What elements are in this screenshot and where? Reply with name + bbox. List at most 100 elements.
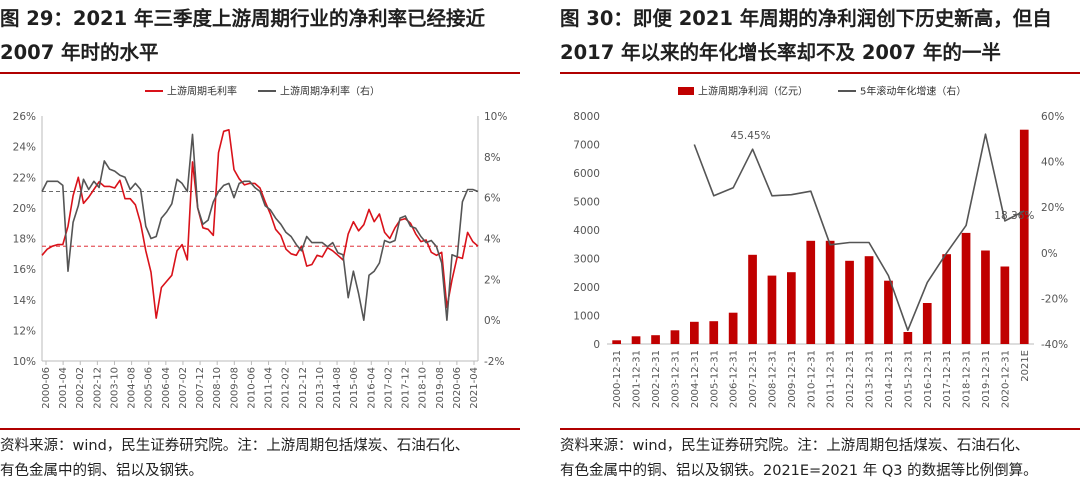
profit-bar (612, 340, 621, 344)
x-tick-label: 2014-08 (332, 367, 343, 409)
left-y-tick-label: 8000 (573, 111, 600, 123)
right-y-tick-label: -20% (1041, 293, 1068, 305)
figure-29-chart: 10% 12% 14% 16% 18% 20% 22% 24% 26% -2% 0% 2% 4% 6% 8%… (13, 85, 508, 409)
x-tick-label: 2013-10 (315, 367, 326, 409)
legend-net-label: 上游周期净利率（右） (280, 85, 380, 98)
left-y-tick-label: 0 (593, 339, 600, 351)
x-tick-label: 2006-04 (161, 367, 172, 409)
x-tick-label: 2003-12-31 (670, 350, 681, 408)
profit-bar (709, 321, 719, 344)
figure-29-note-line2: 有色金属中的铜、铝以及钢铁。 (0, 463, 203, 479)
x-tick-label: 2005-12-31 (709, 350, 720, 408)
left-y-tick-label: 20% (13, 203, 36, 215)
legend-profit-label: 上游周期净利润（亿元） (698, 85, 808, 98)
x-tick-label: 2001-12-31 (632, 350, 643, 408)
left-y-tick-label: 1000 (573, 311, 600, 323)
x-tick-label: 2018-10 (418, 367, 429, 409)
profit-bar (845, 260, 854, 344)
left-y-tick-label: 14% (13, 295, 36, 307)
figure-29-note-line1: 资料来源：wind，民生证券研究院。注：上游周期包括煤炭、石油石化、 (0, 438, 470, 454)
x-tick-label: 2021E (1020, 350, 1031, 382)
left-y-tick-label: 16% (13, 264, 36, 276)
left-y-tick-label: 6000 (573, 168, 600, 180)
x-tick-label: 2021-04 (469, 367, 480, 409)
x-tick-label: 2003-10 (109, 367, 120, 409)
x-tick-label: 2000-12-31 (612, 350, 623, 408)
growth-rate-line (693, 133, 1025, 332)
profit-bar (981, 250, 990, 344)
gross-margin-line (41, 128, 479, 319)
figure-30-note-line1: 资料来源：wind，民生证券研究院。注：上游周期包括煤炭、石油石化、 (560, 438, 1030, 454)
x-tick-label: 2008-10 (212, 367, 223, 409)
right-y-tick-label: 8% (484, 152, 501, 164)
x-tick-label: 2017-02 (383, 367, 394, 409)
x-tick-label: 2019-12-31 (981, 350, 992, 408)
profit-bar (748, 254, 757, 344)
profit-bar (690, 321, 699, 344)
left-y-tick-label: 7000 (573, 140, 600, 152)
left-y-tick-label: 22% (13, 172, 36, 184)
annotation-2021e: 18.36% (994, 210, 1034, 222)
x-tick-label: 2002-02 (75, 367, 86, 409)
right-y-tick-label: -40% (1041, 339, 1068, 351)
right-y-tick-label: 60% (1041, 111, 1064, 123)
x-tick-label: 2010-12-31 (806, 350, 817, 408)
annotation-2007: 45.45% (731, 130, 771, 142)
left-y-tick-label: 3000 (573, 254, 600, 266)
right-y-tick-label: 10% (484, 111, 507, 123)
legend-growth-label: 5年滚动年化增速（右） (860, 85, 966, 98)
x-tick-label: 2020-12-31 (1000, 350, 1011, 408)
profit-bar (825, 240, 835, 344)
x-tick-label: 2016-04 (366, 367, 377, 409)
legend-gross-label: 上游周期毛利率 (167, 85, 237, 98)
x-tick-label: 2001-04 (58, 367, 69, 409)
figure-29-title-line1: 图 29：2021 年三季度上游周期行业的净利率已经接近 (0, 7, 485, 30)
right-y-tick-label: 2% (484, 274, 501, 286)
profit-bar (864, 256, 874, 344)
x-tick-label: 2012-02 (281, 367, 292, 409)
left-y-tick-label: 18% (13, 234, 36, 246)
figure-30-chart: 0 1000 2000 3000 4000 5000 6000 7000 8000 -40% -20… (573, 85, 1068, 409)
figure-29-title: 图 29：2021 年三季度上游周期行业的净利率已经接近 2007 年时的水平 (0, 2, 520, 70)
left-y-tick-label: 5000 (573, 197, 600, 209)
profit-bar (651, 335, 660, 344)
figure-29-bottom-rule (0, 428, 520, 430)
figure-30-note-line2: 有色金属中的铜、铝以及钢铁。2021E=2021 年 Q3 的数据等比例倒算。 (560, 463, 1038, 479)
x-tick-label: 2004-12-31 (690, 350, 701, 408)
x-tick-label: 2014-12-31 (884, 350, 895, 408)
x-tick-label: 2019-08 (435, 367, 446, 409)
profit-bar (787, 272, 796, 344)
x-tick-label: 2011-04 (264, 367, 275, 409)
legend-profit-swatch (678, 87, 694, 95)
left-y-tick-label: 2000 (573, 282, 600, 294)
left-y-tick-label: 4000 (573, 225, 600, 237)
figure-29-panel: 图 29：2021 年三季度上游周期行业的净利率已经接近 2007 年时的水平 … (0, 0, 520, 487)
left-y-tick-label: 26% (13, 111, 36, 123)
profit-bar (942, 254, 951, 344)
x-tick-label: 2017-12 (401, 367, 412, 409)
figure-30-source-note: 资料来源：wind，民生证券研究院。注：上游周期包括煤炭、石油石化、 有色金属中… (560, 434, 1080, 484)
x-tick-label: 2007-12-31 (748, 350, 759, 408)
x-tick-label: 2007-12 (195, 367, 206, 409)
left-y-tick-label: 24% (13, 142, 36, 154)
figure-29-top-rule (0, 72, 520, 74)
profit-bar (922, 303, 932, 344)
profit-bar (670, 330, 680, 344)
profit-bar (1019, 129, 1029, 344)
left-y-tick-label: 10% (13, 356, 36, 368)
x-tick-label: 2017-12-31 (942, 350, 953, 408)
right-y-tick-label: -2% (484, 356, 504, 368)
x-tick-label: 2016-12-31 (923, 350, 934, 408)
x-tick-label: 2010-06 (246, 367, 257, 409)
figure-30-panel: 图 30：即便 2021 年周期的净利润创下历史新高，但自 2017 年以来的年… (560, 0, 1080, 487)
profit-bar (806, 240, 816, 344)
left-y-tick-label: 12% (13, 325, 36, 337)
x-tick-label: 2013-12-31 (865, 350, 876, 408)
figure-29-title-line2: 2007 年时的水平 (0, 41, 159, 64)
x-tick-label: 2012-12 (298, 367, 309, 409)
x-tick-label: 2009-12-31 (787, 350, 798, 408)
profit-bar (631, 336, 641, 344)
right-y-tick-label: 6% (484, 193, 501, 205)
x-tick-label: 2020-06 (452, 367, 463, 409)
figure-29-source-note: 资料来源：wind，民生证券研究院。注：上游周期包括煤炭、石油石化、 有色金属中… (0, 434, 525, 484)
